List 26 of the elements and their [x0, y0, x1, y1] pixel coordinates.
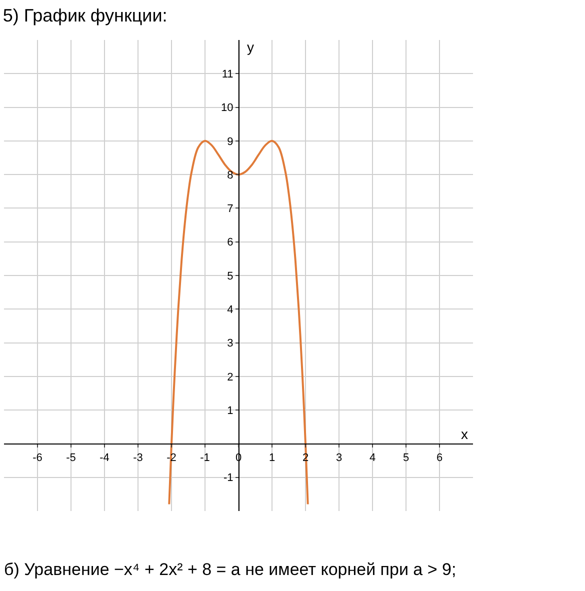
x-tick-label: 1: [268, 452, 276, 464]
x-tick-label: -4: [100, 452, 110, 464]
y-tick-label: 6: [227, 236, 234, 249]
x-tick-label: -1: [200, 452, 210, 464]
x-tick-label: -6: [32, 452, 42, 464]
y-tick-label: 7: [227, 203, 234, 216]
y-tick-label: 4: [227, 304, 234, 316]
x-tick-label: -5: [66, 452, 76, 464]
x-axis-title: x: [461, 426, 468, 442]
x-tick-label: 6: [436, 452, 443, 464]
text: б) Уравнение −x⁴ + 2x² + 8 = a не имеет корней при a > 9;: [4, 560, 456, 579]
x-tick-label: 5: [402, 452, 410, 464]
y-tick-label: 5: [227, 270, 234, 282]
y-tick-label: 10: [221, 102, 234, 114]
x-tick-label: -3: [133, 452, 143, 464]
y-tick-label: 2: [227, 371, 234, 384]
chart-title: 5) График функции:: [2, 5, 168, 26]
x-tick-label: 3: [336, 452, 342, 464]
y-tick-label: 9: [227, 136, 234, 148]
y-tick-label: -1: [224, 472, 234, 484]
y-axis-title: y: [247, 39, 254, 55]
y-tick-label: 11: [222, 68, 234, 80]
y-tick-label: 8: [227, 169, 234, 182]
y-tick-label: 1: [227, 404, 234, 417]
y-tick-label: 3: [227, 338, 234, 350]
x-tick-label: 4: [369, 452, 376, 464]
